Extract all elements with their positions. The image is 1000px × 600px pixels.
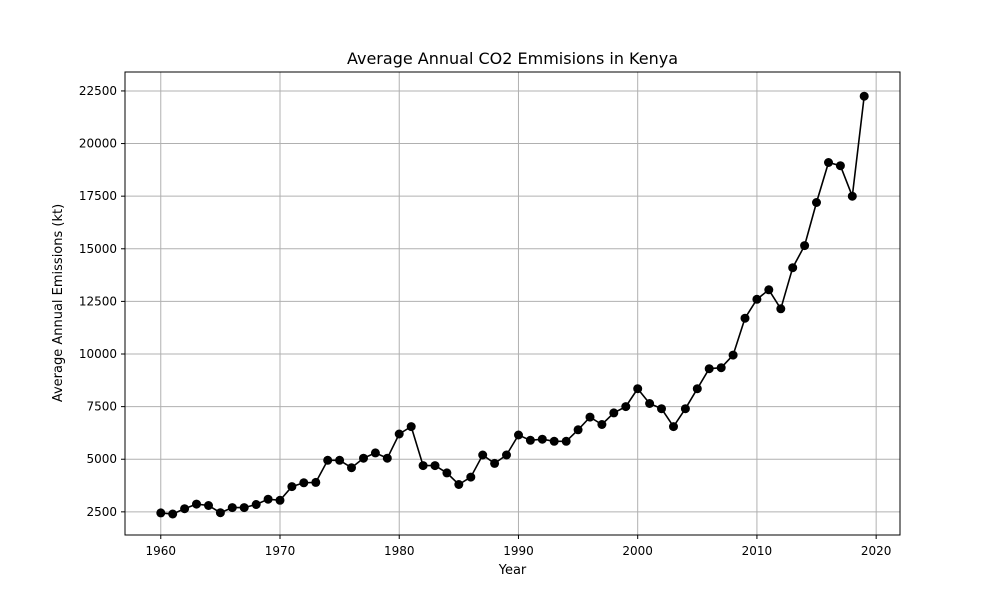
- data-point: [418, 461, 428, 471]
- y-tick-label: 2500: [86, 505, 117, 519]
- data-point: [478, 450, 488, 460]
- y-tick-label: 15000: [79, 242, 117, 256]
- data-point: [824, 158, 833, 167]
- data-point: [728, 350, 738, 360]
- data-point: [490, 458, 500, 468]
- data-point: [168, 509, 178, 519]
- data-point: [227, 503, 237, 513]
- x-tick-label: 1990: [503, 544, 534, 558]
- data-point: [537, 434, 547, 444]
- data-point: [716, 363, 726, 373]
- data-point: [776, 304, 786, 314]
- x-tick-label: 2020: [861, 544, 892, 558]
- data-point: [835, 161, 845, 171]
- x-tick-label: 1980: [384, 544, 415, 558]
- y-tick-label: 20000: [79, 137, 117, 151]
- data-point: [525, 435, 535, 445]
- data-point: [192, 499, 201, 509]
- data-point: [239, 503, 249, 513]
- y-axis-ticks: 2500 5000 7500 10000 12500 15000 17500 20000 225…: [79, 84, 125, 519]
- data-point: [394, 429, 404, 439]
- x-axis-ticks: 1960 1970 1980 1990 2000 2010 2020: [145, 535, 891, 558]
- data-point: [692, 384, 702, 394]
- data-point: [621, 402, 631, 412]
- x-axis-label: Year: [498, 563, 527, 578]
- data-point: [370, 448, 380, 458]
- y-tick-label: 12500: [79, 294, 117, 308]
- data-point: [597, 420, 607, 429]
- series-line: [160, 96, 865, 515]
- x-tick-label: 1970: [265, 544, 296, 558]
- data-point: [180, 504, 190, 514]
- x-tick-label: 2000: [622, 544, 653, 558]
- data-point: [633, 384, 643, 394]
- data-point: [764, 285, 774, 295]
- data-point: [299, 478, 309, 488]
- y-axis-label: Average Annual Emissions (kt): [51, 204, 66, 402]
- data-point: [514, 430, 523, 440]
- data-point: [430, 461, 440, 471]
- data-point: [442, 468, 452, 478]
- data-point: [657, 404, 666, 414]
- x-tick-label: 1960: [145, 544, 176, 558]
- y-tick-label: 7500: [86, 400, 117, 414]
- data-point: [311, 477, 321, 487]
- data-point: [847, 191, 857, 201]
- y-tick-label: 22500: [79, 84, 117, 98]
- data-points: [156, 91, 869, 519]
- data-point: [382, 453, 392, 463]
- data-point: [800, 241, 810, 251]
- data-point: [740, 313, 750, 323]
- data-point: [335, 455, 345, 465]
- data-point: [251, 500, 261, 509]
- data-point: [680, 404, 690, 414]
- chart-title: Average Annual CO2 Emmisions in Kenya: [347, 49, 678, 68]
- data-point: [549, 436, 559, 446]
- plot-frame: [124, 71, 901, 536]
- y-tick-label: 5000: [86, 452, 117, 466]
- data-point: [454, 480, 464, 489]
- data-point: [323, 455, 333, 465]
- y-tick-label: 17500: [79, 189, 117, 203]
- data-point: [645, 399, 655, 408]
- data-point: [561, 436, 571, 446]
- data-point: [204, 501, 213, 510]
- data-point: [788, 263, 798, 273]
- data-point: [466, 472, 476, 482]
- data-point: [752, 294, 762, 304]
- x-tick-label: 2010: [742, 544, 773, 558]
- data-point: [585, 412, 595, 422]
- data-point: [812, 198, 821, 207]
- data-point: [859, 91, 869, 101]
- data-point: [275, 495, 285, 505]
- data-point: [406, 422, 416, 432]
- data-point: [669, 422, 678, 432]
- data-point: [573, 425, 583, 435]
- data-point: [215, 508, 225, 518]
- data-point: [347, 463, 356, 473]
- data-point: [263, 494, 273, 504]
- data-point: [704, 364, 714, 374]
- grid-lines: [125, 72, 900, 535]
- data-point: [359, 453, 368, 463]
- y-tick-label: 10000: [79, 347, 117, 361]
- data-point: [156, 508, 166, 518]
- data-point: [287, 482, 297, 492]
- data-point: [609, 408, 619, 418]
- data-point: [502, 450, 511, 460]
